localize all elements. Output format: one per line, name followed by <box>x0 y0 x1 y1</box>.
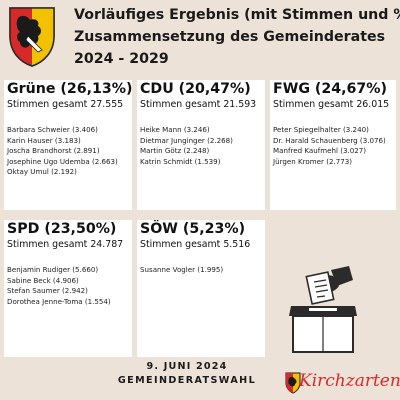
party-total: Stimmen gesamt 27.555 <box>7 99 124 110</box>
candidate-item: Stefan Saumer (2.942) <box>7 286 88 296</box>
party-card-cdu: CDU (20,47%) Stimmen gesamt 21.593 Heike… <box>137 80 265 210</box>
party-total: Stimmen gesamt 5.516 <box>140 239 251 250</box>
candidate-item: Sabine Beck (4.906) <box>7 275 79 285</box>
candidate-item: Katrin Schmidt (1.539) <box>140 156 221 166</box>
title-line-1: Vorläufiges Ergebnis (mit Stimmen und %) <box>74 7 400 23</box>
candidate-list: Peter Spiegelhalter (3.240) Dr. Harald S… <box>273 125 386 167</box>
party-card-soew: SÖW (5,23%) Stimmen gesamt 5.516 Susanne… <box>137 220 265 357</box>
election-date-text: 9. JUNI 2024 <box>146 361 228 372</box>
party-total: Stimmen gesamt 26.015 <box>273 99 390 110</box>
coat-of-arms-icon <box>9 7 55 67</box>
party-heading: FWG (24,67%) <box>273 81 387 97</box>
election-date: 9. JUNI 2024 <box>0 361 400 372</box>
candidate-item: Jürgen Kromer (2.773) <box>273 156 353 166</box>
candidate-item: Benjamin Rudiger (5.660) <box>7 265 99 274</box>
candidate-item: Manfred Kaufmehl (3.027) <box>273 146 367 156</box>
candidate-item: Dr. Harald Schauenberg (3.076) <box>273 135 386 145</box>
kirchzarten-logo-icon <box>285 372 301 394</box>
party-heading: Grüne (26,13%) <box>7 81 132 97</box>
candidate-item: Dietmar Junginger (2.268) <box>140 135 233 145</box>
candidate-item: Martin Götz (2.248) <box>140 146 210 156</box>
party-total: Stimmen gesamt 21.593 <box>140 99 257 110</box>
party-heading: SPD (23,50%) <box>7 221 117 237</box>
party-card-spd: SPD (23,50%) Stimmen gesamt 24.787 Benja… <box>4 220 132 357</box>
candidate-list: Heike Mann (3.246) Dietmar Junginger (2.… <box>140 125 233 167</box>
party-heading: SÖW (5,23%) <box>140 221 246 237</box>
candidate-list: Susanne Vogler (1.995) <box>140 265 223 276</box>
title-line-3: 2024 - 2029 <box>74 51 169 67</box>
candidate-item: Peter Spiegelhalter (3.240) <box>273 125 369 134</box>
candidate-item: Josephine Ugo Udemba (2.663) <box>7 156 118 166</box>
party-total: Stimmen gesamt 24.787 <box>7 239 124 250</box>
election-name: GEMEINDERATSWAHL <box>0 375 400 386</box>
candidate-item: Dorothea Jenne-Toma (1.554) <box>7 296 111 306</box>
party-card-fwg: FWG (24,67%) Stimmen gesamt 26.015 Peter… <box>270 80 396 210</box>
kirchzarten-logo-text: Kirchzarten <box>299 371 400 391</box>
header: Vorläufiges Ergebnis (mit Stimmen und %)… <box>0 0 400 78</box>
party-heading: CDU (20,47%) <box>140 81 251 97</box>
candidate-item: Heike Mann (3.246) <box>140 125 210 134</box>
candidate-item: Karin Hauser (3.183) <box>7 135 81 145</box>
ballot-box-icon <box>289 266 357 353</box>
election-name-text: GEMEINDERATSWAHL <box>117 375 257 386</box>
candidate-item: Barbara Schweier (3.406) <box>7 125 98 134</box>
party-card-gruene: Grüne (26,13%) Stimmen gesamt 27.555 Bar… <box>4 80 132 210</box>
kirchzarten-logo: Kirchzarten <box>285 371 400 396</box>
candidate-list: Benjamin Rudiger (5.660) Sabine Beck (4.… <box>7 265 111 307</box>
candidate-item: Oktay Umul (2.192) <box>7 167 77 177</box>
candidate-item: Susanne Vogler (1.995) <box>140 265 224 274</box>
title-line-2: Zusammensetzung des Gemeinderates <box>74 29 386 45</box>
candidate-item: Joscha Brandhorst (2.891) <box>7 146 100 156</box>
candidate-list: Barbara Schweier (3.406) Karin Hauser (3… <box>7 125 118 178</box>
